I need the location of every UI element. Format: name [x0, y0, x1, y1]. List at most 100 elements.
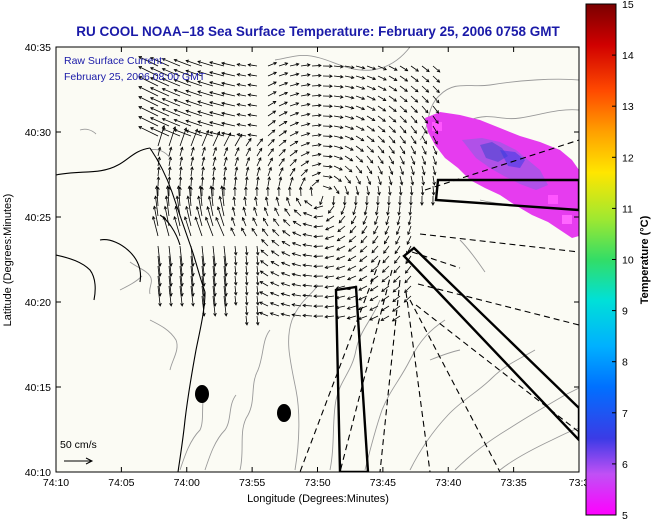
- current-vector-head: [260, 249, 265, 254]
- current-vector: [174, 59, 192, 67]
- current-vector: [421, 75, 430, 83]
- current-vector: [325, 225, 335, 231]
- current-vector: [393, 275, 401, 283]
- current-vector: [278, 62, 288, 67]
- current-vector-head: [298, 186, 303, 190]
- current-vector-head: [302, 243, 307, 247]
- current-vector-head: [197, 110, 202, 114]
- current-vector-head: [255, 292, 260, 296]
- current-vector: [150, 67, 170, 77]
- current-vector-head: [327, 210, 332, 214]
- current-vector: [190, 265, 194, 286]
- current-vector-head: [424, 120, 429, 124]
- current-vector: [199, 186, 203, 207]
- current-vector: [432, 155, 437, 165]
- current-vector: [381, 285, 390, 292]
- current-vector: [256, 167, 260, 177]
- current-vector: [253, 207, 258, 217]
- current-vector: [374, 215, 379, 225]
- current-vector-head: [178, 176, 183, 180]
- current-vector: [201, 147, 206, 157]
- current-vector-head: [329, 124, 333, 129]
- current-vector: [292, 252, 302, 257]
- current-vector: [267, 72, 277, 77]
- current-vector-head: [138, 96, 142, 100]
- current-vector: [289, 112, 299, 117]
- current-vector-head: [382, 259, 386, 264]
- current-vector: [377, 115, 386, 122]
- current-vector-head: [335, 315, 340, 320]
- current-vector: [364, 205, 368, 215]
- current-vector: [358, 295, 368, 301]
- current-vector: [259, 312, 269, 317]
- current-vector: [162, 78, 181, 87]
- current-vector: [234, 285, 237, 295]
- current-vector: [188, 186, 192, 207]
- current-vector: [283, 219, 291, 227]
- current-vector-head: [413, 140, 417, 145]
- current-vector-head: [296, 197, 300, 202]
- current-vector: [237, 93, 247, 97]
- current-vector: [212, 275, 216, 296]
- current-vector-head: [235, 156, 239, 161]
- current-vector: [355, 95, 365, 100]
- current-vector: [282, 230, 291, 237]
- current-vector-head: [339, 95, 344, 99]
- current-vector-head: [167, 176, 172, 180]
- current-vector: [302, 294, 313, 297]
- current-vector-head: [414, 109, 418, 114]
- current-vector-head: [351, 220, 355, 225]
- y-tick-label: 40:10: [25, 467, 51, 479]
- current-vector-head: [185, 89, 190, 94]
- current-vector-head: [149, 117, 154, 121]
- current-vector-head: [172, 126, 177, 130]
- current-vector-head: [403, 109, 408, 113]
- current-vector-head: [281, 251, 285, 255]
- current-vector: [168, 285, 172, 306]
- current-vector-head: [370, 259, 375, 263]
- current-vector-head: [244, 282, 249, 286]
- current-vector-head: [292, 220, 297, 225]
- current-vector-head: [149, 67, 154, 71]
- current-vector: [153, 206, 159, 227]
- current-vector: [310, 187, 313, 197]
- current-vector: [267, 129, 276, 137]
- current-vector-head: [360, 148, 364, 152]
- current-vector-head: [422, 171, 426, 176]
- current-vector: [245, 147, 251, 157]
- land-water-background: [56, 47, 579, 472]
- current-vector-head: [313, 304, 317, 308]
- current-vector-head: [273, 61, 278, 66]
- current-vector-head: [197, 60, 202, 64]
- current-vector: [286, 197, 291, 207]
- current-vector-head: [390, 160, 394, 165]
- current-vector: [388, 65, 398, 71]
- current-vector-head: [233, 176, 238, 180]
- current-vector: [432, 65, 441, 73]
- current-vector-head: [350, 126, 355, 130]
- current-vector-head: [232, 196, 236, 201]
- current-vector: [185, 80, 203, 87]
- current-vector: [410, 105, 418, 113]
- current-vector: [157, 147, 161, 157]
- current-vector: [311, 163, 321, 167]
- current-vector-head: [183, 127, 188, 132]
- current-vector: [278, 72, 288, 77]
- current-vector: [231, 217, 236, 227]
- current-vector-head: [318, 83, 322, 88]
- current-vector-head: [415, 68, 420, 72]
- current-vector: [326, 215, 335, 222]
- current-vector-head: [313, 284, 317, 289]
- current-vector-head: [180, 302, 184, 307]
- current-vector: [372, 235, 379, 244]
- current-vector-head: [257, 166, 261, 171]
- current-vector: [366, 155, 374, 164]
- current-vector-head: [271, 239, 276, 244]
- current-vector: [201, 255, 205, 276]
- current-vector: [174, 109, 192, 117]
- current-vector-head: [216, 130, 221, 135]
- current-vector-head: [371, 138, 375, 143]
- current-vector: [303, 223, 313, 227]
- current-vector: [168, 176, 170, 187]
- current-vector-head: [168, 156, 172, 161]
